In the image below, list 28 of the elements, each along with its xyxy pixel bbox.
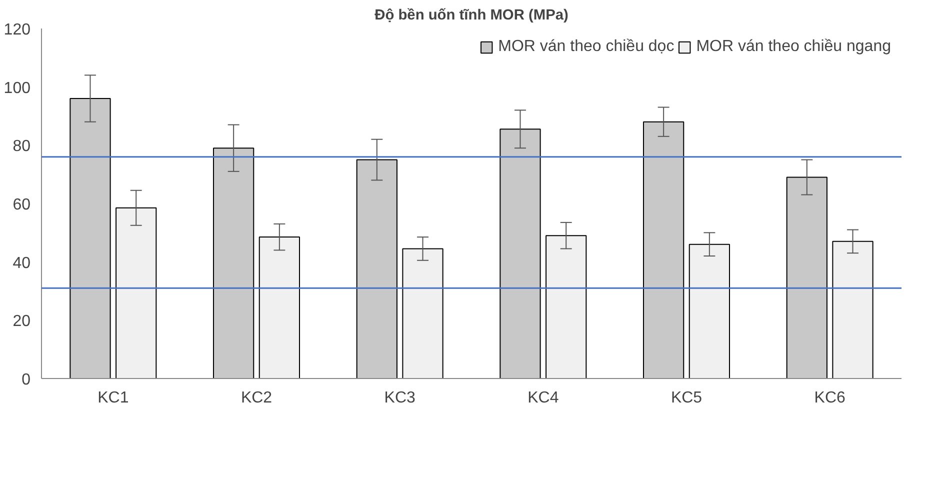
y-tick-label: 20 — [12, 313, 31, 330]
bar — [500, 128, 541, 378]
y-tick-label: 0 — [22, 372, 31, 388]
bar — [546, 235, 587, 378]
x-tick-label: KC3 — [384, 390, 416, 406]
y-tick-label: 120 — [4, 22, 31, 38]
x-tick-label: KC5 — [670, 390, 702, 406]
bar — [258, 236, 300, 378]
bar — [402, 248, 444, 378]
x-tick-label: KC2 — [240, 390, 272, 406]
y-tick-label: 40 — [12, 254, 31, 272]
x-tick-label: KC6 — [814, 390, 846, 406]
bar — [643, 121, 684, 378]
legend-label: MOR ván theo chiều dọc — [498, 38, 674, 56]
x-tick-label: KC1 — [98, 390, 129, 406]
bar — [786, 176, 828, 378]
bar — [688, 244, 730, 378]
x-tick-label: KC4 — [528, 390, 559, 406]
bar — [70, 98, 111, 378]
bar — [356, 159, 398, 378]
y-tick-label: 100 — [4, 80, 31, 97]
legend-label: MOR ván theo chiều ngang — [696, 38, 891, 56]
bar — [116, 207, 157, 378]
bar — [213, 148, 254, 378]
chart-title: Độ bền uốn tĩnh MOR (MPa) — [374, 8, 568, 24]
y-tick-label: 60 — [12, 196, 31, 214]
y-tick-label: 80 — [12, 138, 31, 156]
bar — [832, 240, 874, 378]
